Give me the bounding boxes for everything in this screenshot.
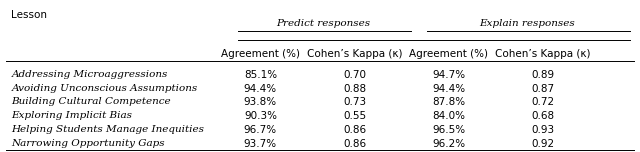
Text: 96.2%: 96.2% bbox=[432, 139, 465, 149]
Text: Agreement (%): Agreement (%) bbox=[409, 49, 488, 59]
Text: 96.7%: 96.7% bbox=[244, 125, 277, 135]
Text: 90.3%: 90.3% bbox=[244, 111, 277, 121]
Text: Exploring Implicit Bias: Exploring Implicit Bias bbox=[12, 111, 132, 120]
Text: 87.8%: 87.8% bbox=[432, 97, 465, 107]
Text: 93.8%: 93.8% bbox=[244, 97, 277, 107]
Text: 94.7%: 94.7% bbox=[432, 70, 465, 80]
Text: 96.5%: 96.5% bbox=[432, 125, 465, 135]
Text: Helping Students Manage Inequities: Helping Students Manage Inequities bbox=[12, 125, 204, 134]
Text: 0.73: 0.73 bbox=[343, 97, 366, 107]
Text: 0.86: 0.86 bbox=[343, 139, 366, 149]
Text: Narrowing Opportunity Gaps: Narrowing Opportunity Gaps bbox=[12, 139, 165, 148]
Text: 84.0%: 84.0% bbox=[432, 111, 465, 121]
Text: 0.86: 0.86 bbox=[343, 125, 366, 135]
Text: 0.89: 0.89 bbox=[531, 70, 554, 80]
Text: Explain responses: Explain responses bbox=[479, 19, 575, 28]
Text: Building Cultural Competence: Building Cultural Competence bbox=[12, 97, 171, 106]
Text: 94.4%: 94.4% bbox=[432, 84, 465, 94]
Text: 0.93: 0.93 bbox=[531, 125, 554, 135]
Text: 94.4%: 94.4% bbox=[244, 84, 277, 94]
Text: 93.7%: 93.7% bbox=[244, 139, 277, 149]
Text: Cohen’s Kappa (κ): Cohen’s Kappa (κ) bbox=[495, 49, 591, 59]
Text: 0.87: 0.87 bbox=[531, 84, 554, 94]
Text: Avoiding Unconscious Assumptions: Avoiding Unconscious Assumptions bbox=[12, 84, 198, 93]
Text: Predict responses: Predict responses bbox=[276, 19, 370, 28]
Text: Lesson: Lesson bbox=[12, 10, 47, 21]
Text: Addressing Microaggressions: Addressing Microaggressions bbox=[12, 70, 168, 79]
Text: Cohen’s Kappa (κ): Cohen’s Kappa (κ) bbox=[307, 49, 403, 59]
Text: 0.68: 0.68 bbox=[531, 111, 554, 121]
Text: Agreement (%): Agreement (%) bbox=[221, 49, 300, 59]
Text: 0.72: 0.72 bbox=[531, 97, 554, 107]
Text: 0.88: 0.88 bbox=[343, 84, 366, 94]
Text: 0.92: 0.92 bbox=[531, 139, 554, 149]
Text: 85.1%: 85.1% bbox=[244, 70, 277, 80]
Text: 0.55: 0.55 bbox=[343, 111, 366, 121]
Text: 0.70: 0.70 bbox=[343, 70, 366, 80]
